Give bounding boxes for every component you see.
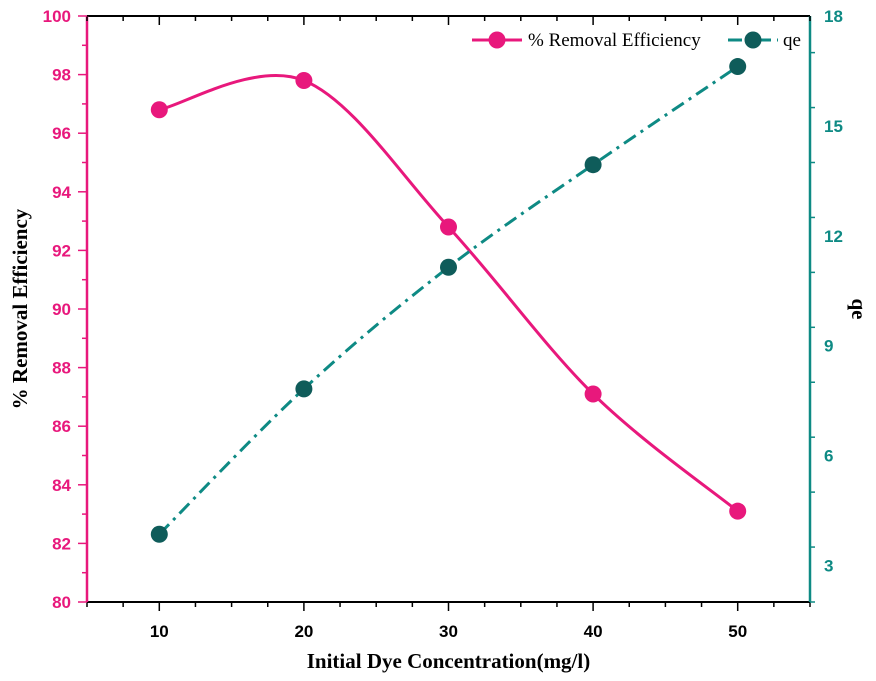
qe-point [440, 258, 457, 276]
left-y-tick-label: 82 [52, 534, 71, 553]
axes-layer: 10 20 30 40 50 80 82 84 86 88 90 92 94 96 98 100 3 6 9 12 15… [43, 7, 843, 641]
removal-efficiency-point [440, 218, 457, 236]
right-y-tick-label: 18 [824, 7, 843, 26]
right-y-tick-label: 6 [824, 447, 833, 466]
left-y-tick-label: 90 [52, 300, 71, 319]
legend-removal-efficiency-label: % Removal Efficiency [528, 30, 701, 51]
qe-point [295, 380, 313, 398]
x-tick-label: 30 [439, 622, 458, 641]
x-tick-label: 40 [584, 622, 603, 641]
legend: % Removal Efficiency qe [468, 27, 806, 53]
qe-point [584, 156, 602, 174]
left-y-axis-title: % Removal Efficiency [8, 208, 32, 409]
right-y-tick-label: 9 [824, 337, 833, 356]
left-y-tick-label: 92 [52, 241, 71, 260]
removal-efficiency-point [584, 385, 602, 403]
removal-efficiency-point [150, 101, 168, 119]
x-tick-label: 10 [150, 622, 169, 641]
series-layer [150, 58, 747, 543]
left-y-tick-label: 98 [52, 66, 71, 85]
x-tick-label: 20 [294, 622, 313, 641]
x-axis-title: Initial Dye Concentration(mg/l) [307, 649, 590, 673]
left-y-tick-label: 86 [52, 417, 71, 436]
right-y-axis-title: qe [847, 299, 871, 320]
qe-point [150, 525, 168, 543]
qe-line [158, 65, 739, 536]
left-y-tick-label: 96 [52, 124, 71, 143]
x-tick-label: 50 [728, 622, 747, 641]
left-y-tick-label: 84 [52, 476, 71, 495]
legend-removal-efficiency-marker [488, 31, 506, 49]
removal-efficiency-point [729, 502, 747, 520]
right-y-tick-label: 12 [824, 227, 843, 246]
left-y-tick-label: 94 [52, 183, 71, 202]
right-y-tick-label: 3 [824, 556, 833, 575]
left-y-tick-label: 80 [52, 593, 71, 612]
removal-efficiency-point [295, 71, 313, 89]
left-y-tick-label: 100 [43, 7, 71, 26]
left-y-tick-label: 88 [52, 359, 71, 378]
legend-qe-label: qe [783, 30, 801, 51]
qe-point [729, 58, 747, 76]
legend-qe-marker [744, 31, 762, 49]
right-y-tick-label: 15 [824, 117, 843, 136]
